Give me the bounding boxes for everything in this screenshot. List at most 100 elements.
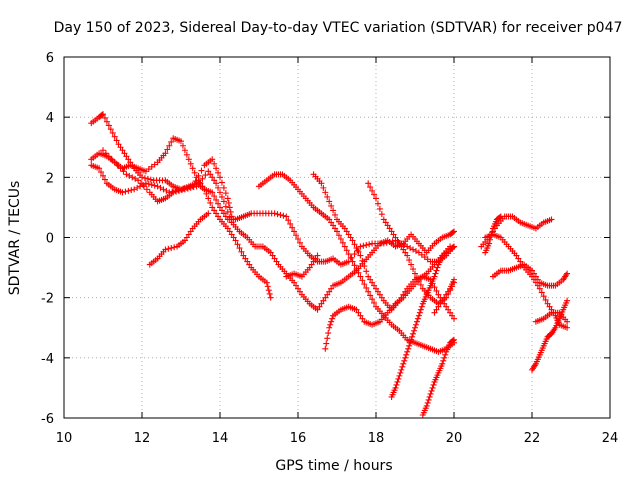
- data-point: [395, 375, 402, 382]
- data-point: [132, 175, 139, 182]
- data-point: [246, 261, 253, 268]
- data-point: [388, 228, 395, 235]
- data-point: [162, 150, 169, 157]
- data-point: [497, 213, 504, 220]
- data-point: [211, 193, 218, 200]
- series-arc-5: [146, 210, 212, 268]
- data-point: [443, 303, 450, 310]
- data-point: [157, 184, 164, 191]
- data-point: [450, 229, 457, 236]
- data-point: [425, 396, 432, 403]
- data-point: [397, 369, 404, 376]
- data-point: [443, 291, 450, 298]
- data-point: [187, 184, 194, 191]
- data-point: [399, 363, 406, 370]
- data-point: [361, 281, 368, 288]
- data-point: [451, 336, 457, 343]
- data-point: [548, 216, 555, 223]
- data-point: [341, 225, 348, 232]
- data-point: [103, 118, 110, 125]
- data-point: [105, 153, 112, 160]
- data-point: [417, 306, 424, 313]
- data-point: [529, 267, 535, 274]
- data-point: [412, 324, 418, 331]
- series-arc-12: [419, 336, 457, 418]
- data-point: [143, 186, 150, 193]
- series-arc-8: [283, 252, 321, 280]
- data-point: [213, 165, 220, 172]
- data-point: [213, 210, 220, 217]
- data-point: [393, 381, 400, 388]
- data-point: [451, 276, 457, 283]
- data-point: [145, 181, 152, 188]
- data-point: [187, 160, 194, 167]
- data-point: [184, 185, 191, 192]
- series-arc-15: [482, 231, 571, 331]
- data-point: [140, 183, 147, 190]
- data-point: [536, 285, 543, 292]
- data-point: [544, 300, 551, 307]
- data-point: [428, 387, 435, 394]
- data-point: [380, 216, 387, 223]
- data-point: [408, 261, 415, 268]
- data-point: [306, 264, 313, 271]
- data-point: [332, 225, 339, 232]
- data-point: [199, 183, 206, 190]
- y-axis-label: SDTVAR / TECUs: [7, 181, 23, 296]
- data-point: [222, 190, 229, 197]
- data-point: [326, 288, 333, 295]
- data-point: [217, 204, 223, 211]
- data-point: [323, 340, 330, 347]
- data-point: [238, 248, 245, 255]
- data-point: [277, 211, 284, 218]
- data-point: [322, 189, 329, 196]
- data-point: [318, 300, 325, 307]
- data-point: [225, 199, 232, 206]
- data-point: [280, 212, 287, 219]
- data-point: [396, 372, 403, 379]
- data-point: [271, 255, 278, 262]
- data-point: [202, 172, 209, 179]
- series-arc-6: [256, 171, 457, 355]
- data-point: [534, 276, 541, 283]
- data-point: [426, 393, 433, 400]
- data-point: [195, 172, 202, 179]
- data-point: [398, 243, 405, 250]
- data-point: [328, 285, 335, 292]
- data-point: [451, 243, 457, 250]
- data-point: [199, 175, 206, 182]
- data-point: [283, 213, 290, 220]
- data-point: [207, 199, 214, 206]
- data-point: [119, 189, 126, 196]
- data-point: [232, 237, 239, 244]
- data-point: [496, 214, 503, 221]
- data-point: [441, 294, 448, 301]
- data-point: [226, 204, 233, 211]
- data-point: [365, 288, 372, 295]
- data-point: [160, 186, 167, 193]
- data-point: [400, 360, 407, 367]
- data-point: [100, 172, 106, 179]
- data-point: [215, 169, 222, 176]
- data-point: [513, 252, 520, 259]
- data-point: [345, 231, 352, 238]
- data-point: [359, 277, 366, 284]
- data-point: [401, 357, 408, 364]
- data-point: [96, 165, 103, 172]
- data-point: [220, 198, 227, 205]
- data-point: [365, 180, 372, 187]
- data-point: [450, 244, 457, 251]
- data-point: [224, 225, 231, 232]
- data-point: [102, 150, 109, 157]
- data-point: [193, 183, 200, 190]
- data-point: [431, 284, 438, 291]
- data-point: [431, 273, 438, 280]
- y-tick-label: -6: [41, 412, 54, 427]
- data-point: [168, 245, 175, 252]
- data-point: [308, 261, 315, 268]
- data-point: [326, 324, 333, 331]
- data-point: [135, 177, 142, 184]
- data-point: [211, 207, 218, 214]
- data-point: [406, 257, 413, 264]
- data-point: [267, 294, 274, 301]
